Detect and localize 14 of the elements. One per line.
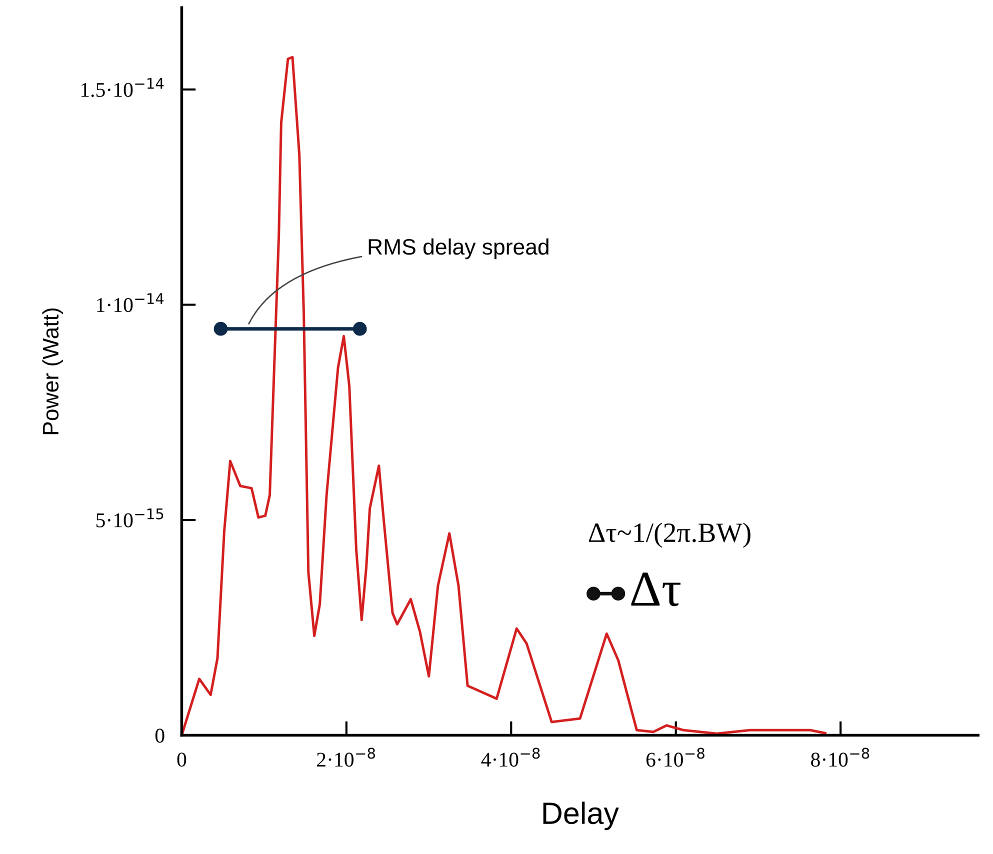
x-tick-label: 0 <box>177 752 186 767</box>
x-tick-label: 8·10$^{−8}$ <box>811 748 870 767</box>
x-tick-label: 2·10$^{−8}$ <box>317 748 376 767</box>
y-tick-label: 1.5·10$^{−14}$ <box>81 78 164 98</box>
annotation: Δτ~1/(2π.BW) <box>588 522 750 548</box>
y-tick-label: 0 <box>155 728 164 743</box>
y-tick-label: 1·10$^{−14}$ <box>97 293 164 312</box>
annotation: Δτ <box>631 572 680 606</box>
x-axis-title: Delay <box>543 802 619 830</box>
y-axis-title: Power (Watt) <box>42 308 63 434</box>
annotation: RMS delay spread <box>368 238 548 260</box>
x-tick-label: 6·10$^{−8}$ <box>646 748 704 767</box>
y-tick-label: 5·10$^{−15}$ <box>96 508 164 528</box>
x-tick-label: 4·10$^{−8}$ <box>481 748 540 767</box>
